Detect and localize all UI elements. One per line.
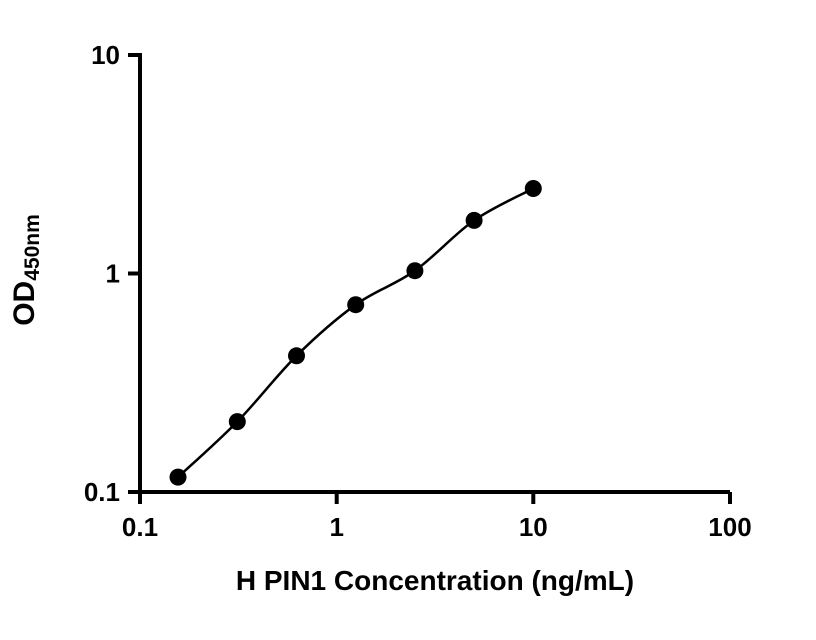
x-tick-label: 0.1: [122, 512, 158, 542]
y-tick-label: 0.1: [84, 477, 120, 507]
y-axis-label-subscript: 450nm: [21, 214, 44, 281]
curve-line: [177, 187, 534, 479]
y-axis-label: OD450nm: [8, 120, 48, 420]
x-tick-label: 10: [519, 512, 548, 542]
data-point: [228, 413, 246, 431]
y-tick-label: 1: [106, 259, 120, 289]
data-point: [169, 468, 187, 486]
x-tick-label: 1: [329, 512, 343, 542]
data-point: [347, 296, 365, 314]
data-point: [288, 347, 305, 365]
y-tick-label: 10: [91, 40, 120, 70]
data-point: [406, 262, 424, 280]
x-tick-label: 100: [708, 512, 751, 542]
y-axis-label-main: OD: [8, 280, 41, 326]
data-point: [524, 180, 542, 197]
x-axis-label: H PIN1 Concentration (ng/mL): [235, 565, 635, 596]
data-point: [465, 211, 483, 229]
